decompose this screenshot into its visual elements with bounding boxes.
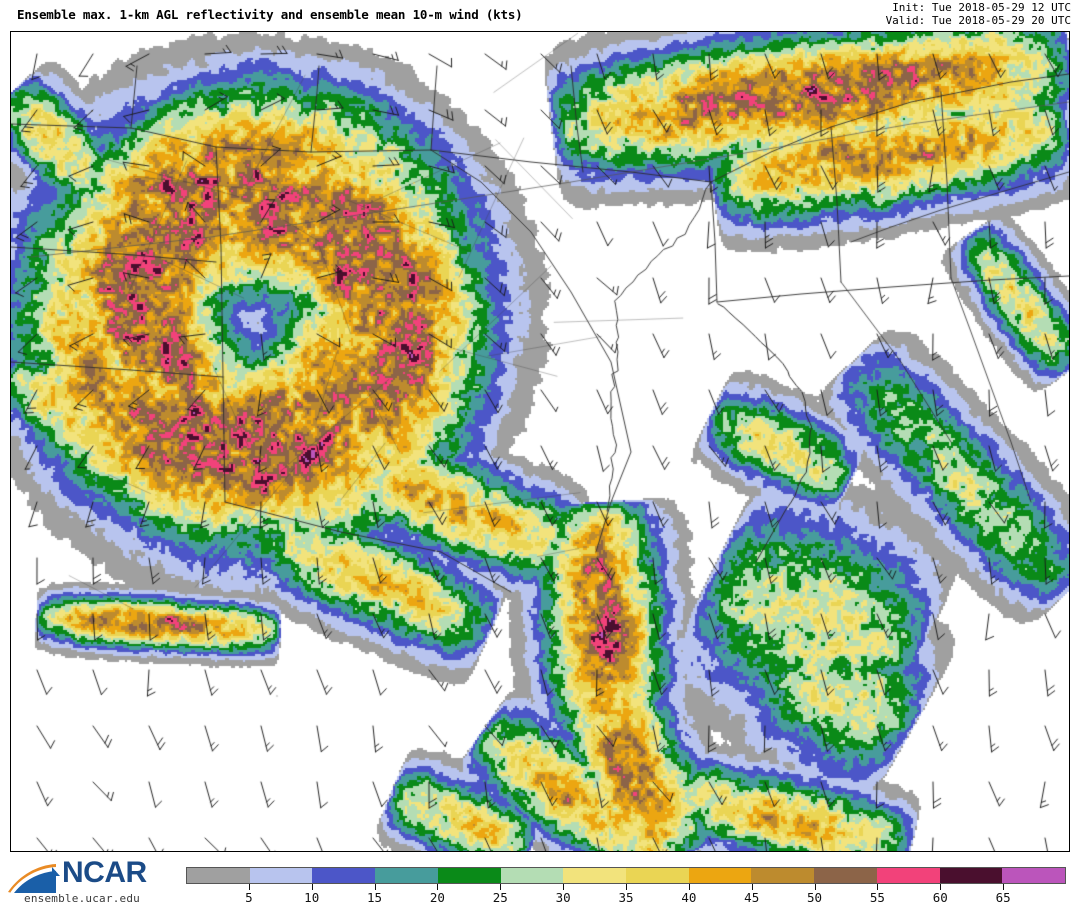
colorbar-swatch[interactable] bbox=[187, 868, 250, 883]
forecast-time-block: Init: Tue 2018-05-29 12 UTC Valid: Tue 2… bbox=[886, 1, 1071, 27]
colorbar-swatch[interactable] bbox=[688, 868, 752, 883]
colorbar-tick-label: 30 bbox=[555, 890, 571, 905]
colorbar-swatch[interactable] bbox=[814, 868, 877, 883]
init-time-label: Init: Tue 2018-05-29 12 UTC bbox=[892, 1, 1071, 14]
colorbar-tick bbox=[940, 884, 942, 890]
colorbar-ticks bbox=[186, 884, 1066, 890]
colorbar-tick bbox=[626, 884, 627, 890]
colorbar-tick bbox=[374, 884, 376, 890]
colorbar-tick bbox=[814, 884, 816, 890]
colorbar-swatch[interactable] bbox=[375, 868, 438, 883]
colorbar-swatch[interactable] bbox=[1002, 868, 1066, 883]
plot-footer: NCAR ensemble.ucar.edu 5 10 15 20 25 30 35 40 45… bbox=[0, 853, 1080, 915]
colorbar-swatch[interactable] bbox=[751, 868, 815, 883]
colorbar-swatch[interactable] bbox=[939, 868, 1003, 883]
colorbar-tick bbox=[437, 884, 439, 890]
colorbar-tick-label: 65 bbox=[995, 890, 1011, 905]
colorbar-tick-label: 55 bbox=[869, 890, 885, 905]
colorbar-swatch[interactable] bbox=[249, 868, 313, 883]
colorbar-tick-label: 40 bbox=[681, 890, 697, 905]
colorbar-swatches[interactable] bbox=[186, 867, 1066, 884]
colorbar-tick-label: 60 bbox=[932, 890, 948, 905]
colorbar-tick-label: 35 bbox=[618, 890, 634, 905]
colorbar-tick bbox=[1003, 884, 1005, 890]
colorbar[interactable]: 5 10 15 20 25 30 35 40 45 50 55 60 65 bbox=[186, 867, 1066, 913]
colorbar-tick-label: 5 bbox=[245, 890, 253, 905]
plot-header: Ensemble max. 1-km AGL reflectivity and … bbox=[0, 0, 1080, 31]
colorbar-tick-labels: 5 10 15 20 25 30 35 40 45 50 55 60 65 bbox=[186, 890, 1066, 910]
colorbar-tick-label: 50 bbox=[807, 890, 823, 905]
colorbar-swatch[interactable] bbox=[500, 868, 564, 883]
colorbar-tick-label: 25 bbox=[492, 890, 508, 905]
map-panel[interactable] bbox=[10, 31, 1070, 852]
colorbar-tick-label: 45 bbox=[744, 890, 760, 905]
colorbar-tick-label: 10 bbox=[304, 890, 320, 905]
colorbar-tick bbox=[688, 884, 690, 890]
colorbar-tick bbox=[877, 884, 879, 890]
colorbar-tick-label: 20 bbox=[429, 890, 445, 905]
colorbar-tick bbox=[311, 884, 313, 890]
colorbar-tick-label: 15 bbox=[367, 890, 383, 905]
colorbar-swatch[interactable] bbox=[626, 868, 689, 883]
colorbar-swatch[interactable] bbox=[563, 868, 627, 883]
ncar-url-label: ensemble.ucar.edu bbox=[24, 892, 140, 905]
colorbar-swatch[interactable] bbox=[876, 868, 940, 883]
colorbar-tick bbox=[751, 884, 753, 890]
colorbar-swatch[interactable] bbox=[312, 868, 376, 883]
page-title: Ensemble max. 1-km AGL reflectivity and … bbox=[17, 7, 523, 22]
ncar-logo: NCAR ensemble.ucar.edu bbox=[6, 856, 174, 910]
colorbar-tick bbox=[563, 884, 565, 890]
colorbar-tick bbox=[500, 884, 502, 890]
valid-time-label: Valid: Tue 2018-05-29 20 UTC bbox=[885, 14, 1071, 27]
reflectivity-map-canvas[interactable] bbox=[11, 32, 1069, 851]
colorbar-swatch[interactable] bbox=[437, 868, 501, 883]
colorbar-tick bbox=[248, 884, 250, 890]
ncar-swoosh-icon bbox=[8, 858, 60, 895]
ncar-wordmark: NCAR bbox=[62, 856, 147, 889]
